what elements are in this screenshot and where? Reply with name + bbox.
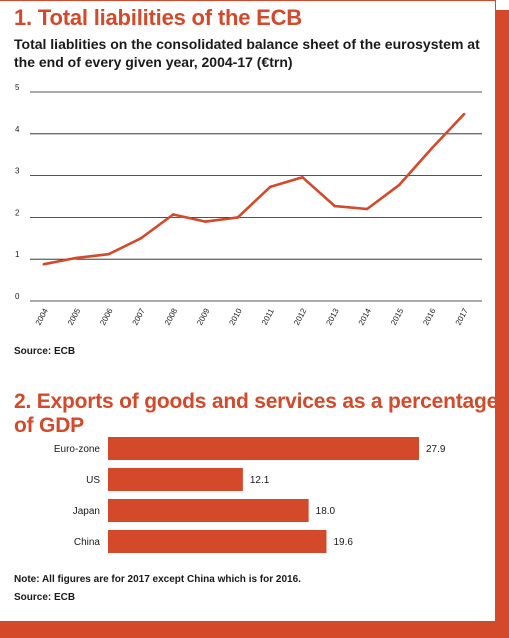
- bar-category-label: China: [74, 537, 101, 548]
- y-tick-label: 5: [15, 83, 20, 92]
- data-point: [42, 262, 46, 266]
- chart2-source: Source: ECB: [14, 592, 76, 603]
- x-tick-label: 2005: [66, 306, 83, 326]
- chart1-subtitle: Total liablities on the consolidated bal…: [14, 36, 480, 70]
- x-tick-label: 2009: [195, 306, 212, 326]
- data-point: [171, 213, 175, 216]
- x-tick-label: 2006: [98, 306, 115, 326]
- data-point: [365, 207, 369, 211]
- bar-value-label: 18.0: [316, 506, 336, 517]
- x-tick-label: 2008: [163, 306, 180, 326]
- x-tick-label: 2012: [292, 306, 309, 326]
- x-tick-label: 2007: [131, 306, 148, 326]
- data-point: [268, 185, 272, 189]
- y-tick-label: 1: [15, 250, 20, 259]
- bar-category-label: Japan: [73, 506, 100, 517]
- data-point: [75, 256, 78, 260]
- y-tick-label: 3: [15, 167, 20, 176]
- x-tick-label: 2016: [421, 306, 438, 326]
- x-tick-label: 2015: [389, 306, 406, 326]
- y-tick-label: 0: [15, 292, 20, 301]
- bar-japan: [108, 499, 309, 522]
- bar-category-label: US: [86, 475, 100, 486]
- chart1-title: 1. Total liabilities of the ECB: [14, 5, 302, 30]
- x-tick-label: 2017: [454, 306, 471, 326]
- y-tick-label: 2: [15, 208, 20, 217]
- data-point: [333, 204, 337, 208]
- x-tick-label: 2014: [357, 306, 374, 326]
- data-point: [430, 147, 433, 150]
- chart2-title: 2. Exports of goods and services as a pe…: [14, 390, 499, 437]
- bar-us: [108, 468, 243, 491]
- bar-china: [108, 530, 327, 553]
- series-line-liabilities: [42, 112, 466, 266]
- bar-euro-zone: [108, 437, 419, 460]
- data-point: [107, 252, 110, 256]
- data-point: [236, 216, 240, 219]
- x-tick-label: 2013: [324, 306, 341, 326]
- bar-value-label: 19.6: [333, 537, 353, 548]
- bar-value-label: 27.9: [426, 444, 446, 455]
- frame-shadow-right: [496, 10, 509, 638]
- bar-category-label: Euro-zone: [54, 444, 101, 455]
- frame-shadow-bottom: [0, 622, 509, 638]
- data-point: [204, 220, 207, 223]
- data-point: [301, 175, 304, 179]
- x-tick-label: 2011: [260, 307, 276, 327]
- y-tick-label: 4: [15, 125, 20, 134]
- chart2-note: Note: All figures are for 2017 except Ch…: [14, 574, 301, 585]
- x-tick-label: 2010: [227, 306, 244, 326]
- x-tick-label: 2004: [34, 306, 51, 326]
- bar-value-label: 12.1: [250, 475, 270, 486]
- data-point: [398, 183, 401, 187]
- data-point: [139, 237, 143, 240]
- chart1-source: Source: ECB: [14, 346, 76, 357]
- data-point: [462, 112, 466, 116]
